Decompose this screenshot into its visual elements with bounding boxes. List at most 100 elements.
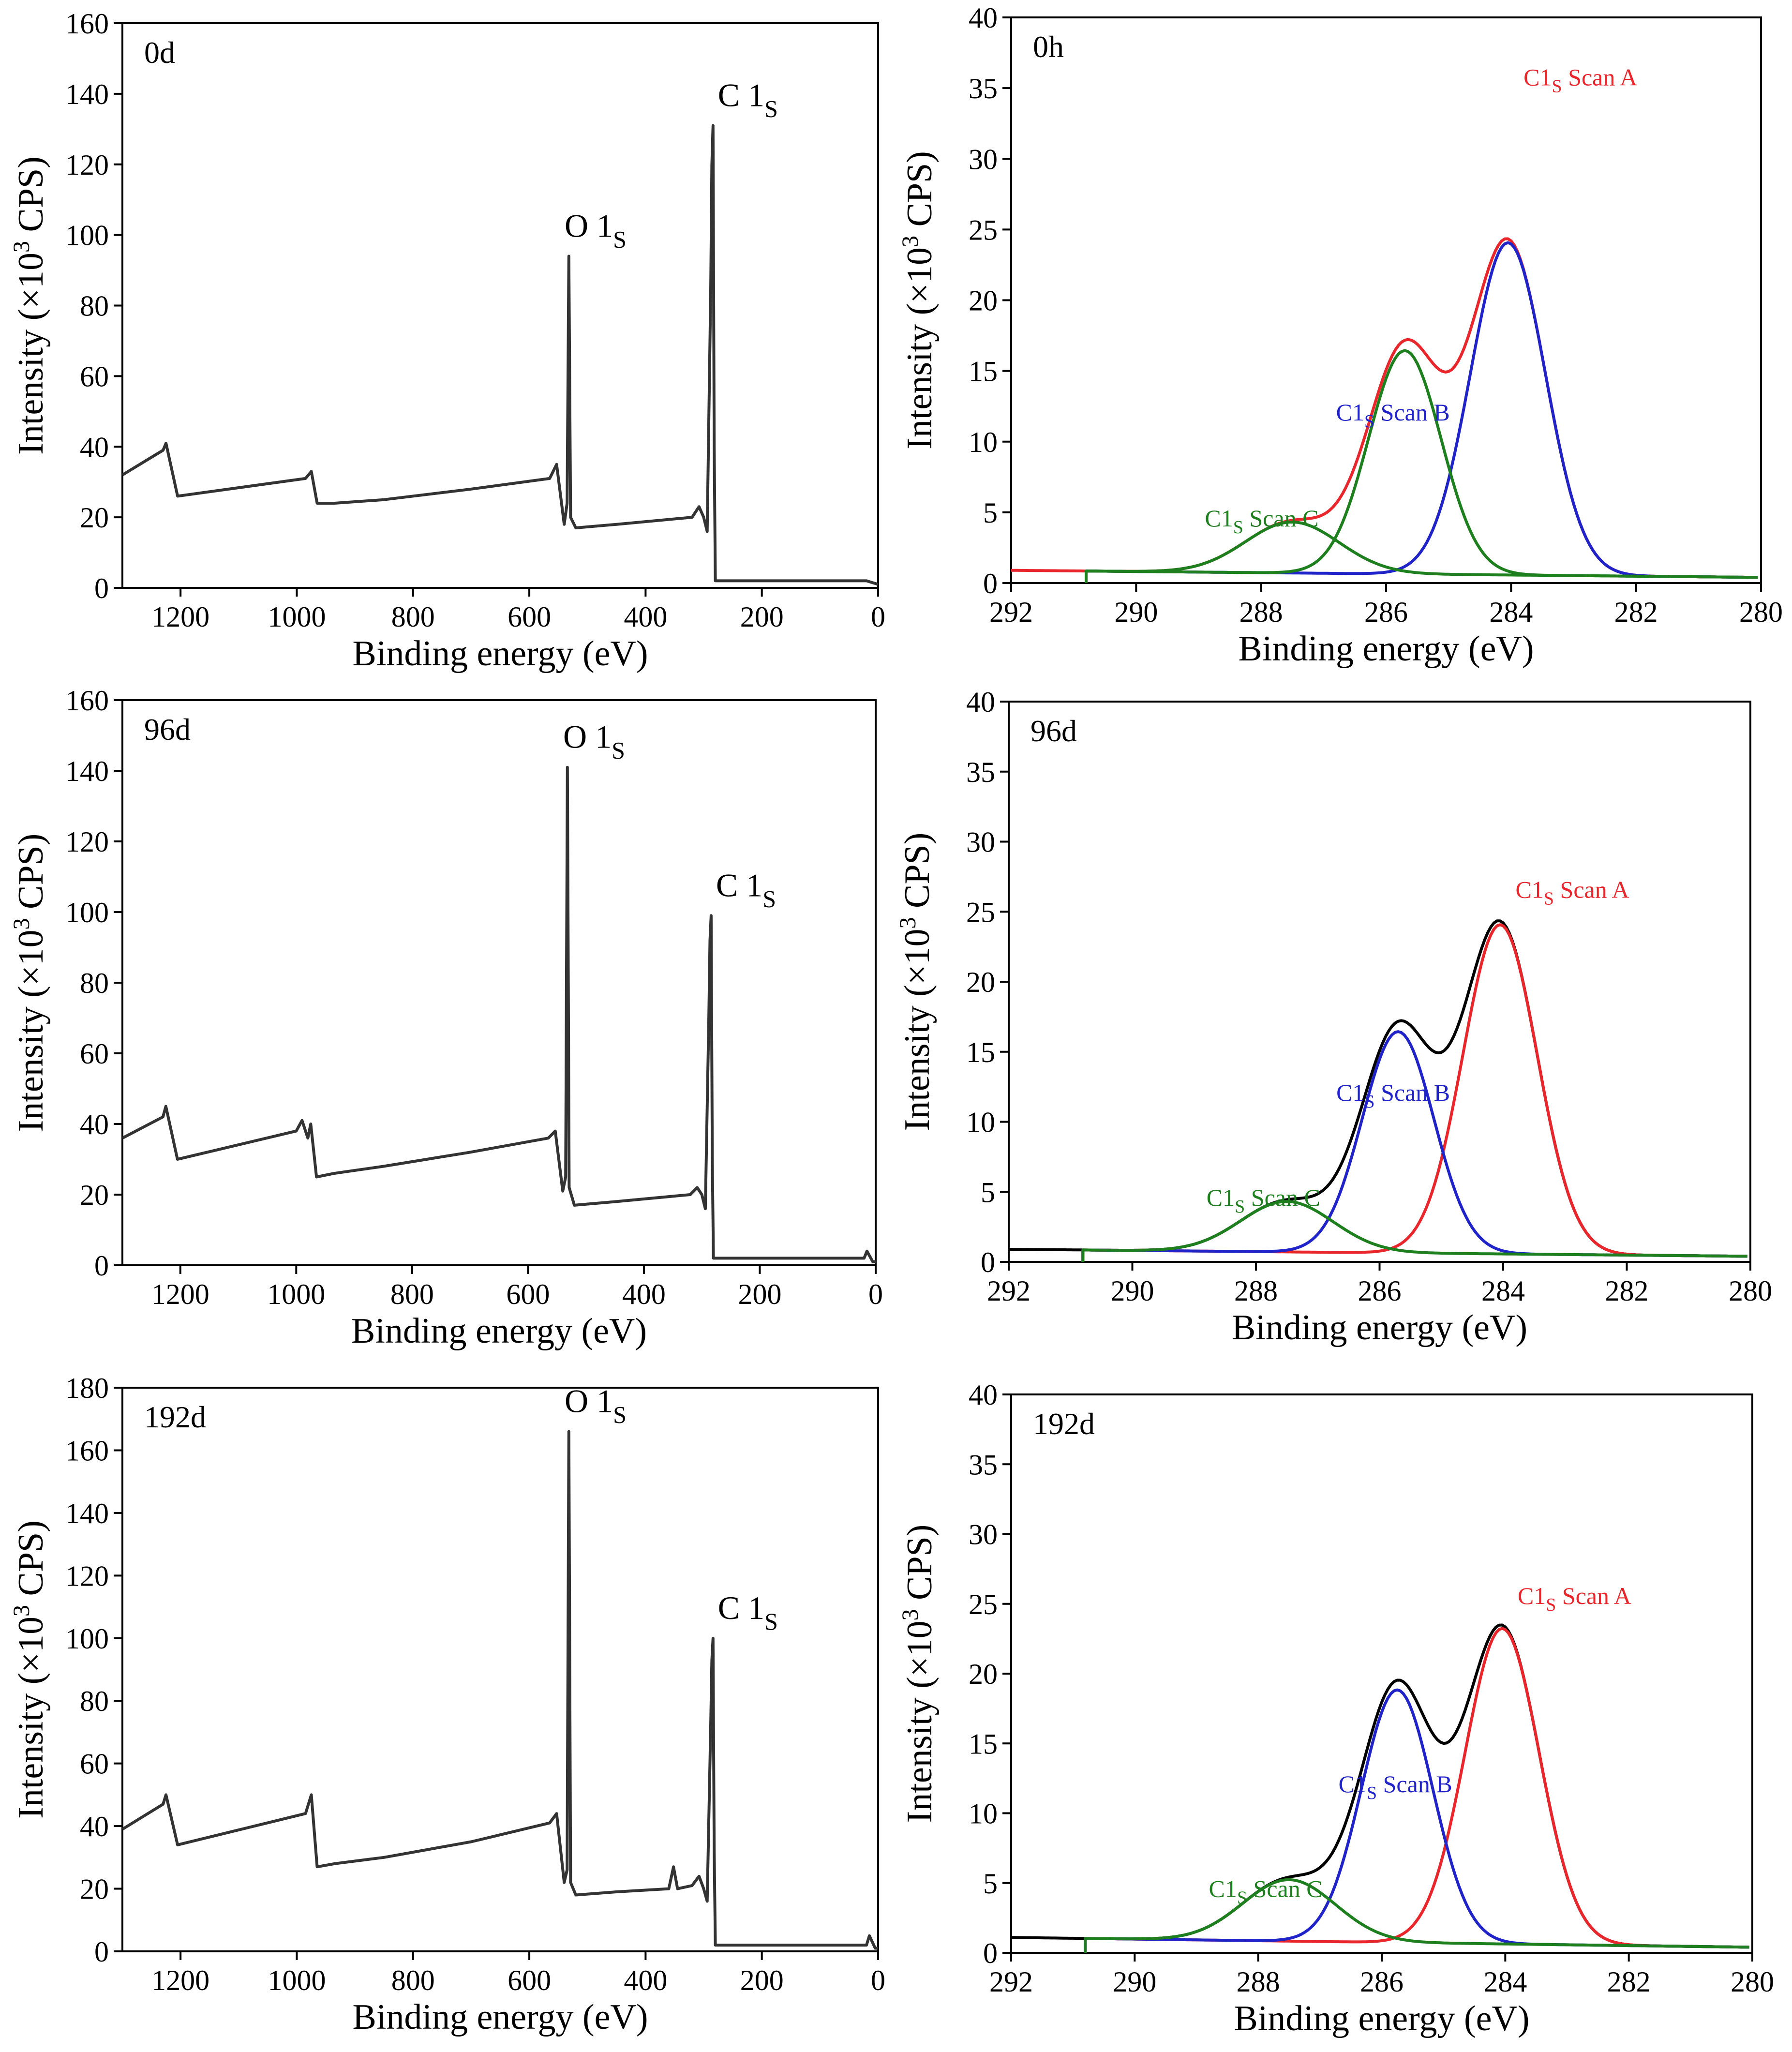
x-tick-label: 1000 <box>267 1278 325 1310</box>
x-tick-label: 1000 <box>268 601 326 633</box>
y-tick-label: 100 <box>65 897 109 929</box>
y-axis-title: Intensity (×103 CPS) <box>9 834 51 1132</box>
peak-annotation: O 1S <box>565 1383 627 1428</box>
peak-annotation: O 1S <box>563 719 625 764</box>
x-tick-label: 600 <box>508 601 551 633</box>
x-tick-label: 282 <box>1605 1275 1649 1307</box>
y-tick-label: 160 <box>65 8 109 40</box>
series-line-scan_c <box>1084 1878 1749 1953</box>
x-tick-label: 286 <box>1360 1966 1404 1998</box>
x-tick-label: 280 <box>1729 1275 1772 1307</box>
y-tick-label: 140 <box>65 78 109 110</box>
chart-panel-c1s-0h: 292 290 288 286 284 282 280 0 5 10 15 20 25 30 35 40 Bin… <box>897 2 1783 669</box>
x-tick-label: 290 <box>1114 596 1158 628</box>
panel-label: 96d <box>1030 714 1077 748</box>
y-tick-label: 60 <box>80 360 109 392</box>
x-axis-title: Binding energy (eV) <box>1238 629 1534 669</box>
peak-annotation: C 1S <box>718 1589 778 1635</box>
scan-label: C1S Scan A <box>1523 63 1637 96</box>
x-tick-label: 286 <box>1364 596 1408 628</box>
y-axis-title: Intensity (×103 CPS) <box>895 833 937 1131</box>
panel-label: 96d <box>144 712 191 747</box>
x-tick-label: 0 <box>871 1964 885 1996</box>
y-tick-label: 80 <box>80 290 109 322</box>
x-tick-label: 800 <box>391 1964 435 1996</box>
y-tick-label: 80 <box>80 1685 109 1717</box>
plot-frame <box>121 1387 879 1952</box>
y-tick-label: 20 <box>966 966 995 998</box>
y-tick-label: 40 <box>80 1811 109 1842</box>
peak-annotation: C 1S <box>718 77 778 122</box>
plot-frame <box>121 699 877 1266</box>
y-tick-label: 30 <box>966 826 995 858</box>
scan-label: C1S Scan B <box>1336 399 1450 432</box>
x-tick-label: 292 <box>989 596 1033 628</box>
x-tick-label: 290 <box>1113 1966 1156 1998</box>
x-tick-label: 1200 <box>151 1964 209 1996</box>
x-tick-label: 288 <box>1234 1275 1278 1307</box>
series-line-scan_c <box>1081 1200 1747 1262</box>
y-tick-label: 10 <box>966 1107 995 1138</box>
y-tick-label: 120 <box>65 1560 109 1592</box>
y-tick-label: 30 <box>969 143 998 175</box>
y-tick-label: 100 <box>65 1623 109 1655</box>
y-tick-label: 0 <box>983 1937 998 1969</box>
series-line-spectrum <box>122 1430 878 1950</box>
plot-frame <box>1010 1393 1753 1954</box>
y-tick-label: 15 <box>969 356 998 388</box>
y-tick-label: 0 <box>981 1246 995 1278</box>
plot-frame <box>1008 701 1751 1263</box>
x-tick-label: 200 <box>738 1278 781 1310</box>
y-axis-title: Intensity (×103 CPS) <box>897 151 940 449</box>
y-tick-label: 0 <box>94 1250 109 1282</box>
x-tick-label: 1000 <box>268 1964 326 1996</box>
y-tick-label: 20 <box>80 1873 109 1905</box>
x-tick-label: 1200 <box>151 1278 209 1310</box>
series-line-spectrum <box>122 124 878 586</box>
y-tick-label: 0 <box>94 1936 109 1968</box>
scan-label: C1S Scan C <box>1207 1184 1320 1217</box>
y-tick-label: 15 <box>969 1728 998 1760</box>
chart-panel-survey-192d: 1200 1000 800 600 400 200 0 0 20 40 60 80 100 120 140 1… <box>9 1372 885 2037</box>
y-tick-label: 35 <box>969 1449 998 1481</box>
y-tick-label: 120 <box>65 826 109 858</box>
y-tick-label: 20 <box>80 502 109 534</box>
y-tick-label: 60 <box>80 1038 109 1070</box>
y-tick-label: 35 <box>969 73 998 105</box>
x-tick-label: 288 <box>1237 1966 1280 1998</box>
y-tick-label: 160 <box>65 685 109 717</box>
scan-label: C1S Scan C <box>1209 1875 1323 1908</box>
x-tick-label: 200 <box>740 1964 784 1996</box>
y-tick-label: 140 <box>65 1498 109 1529</box>
peak-annotation: C 1S <box>716 867 776 912</box>
y-axis-title: Intensity (×103 CPS) <box>9 156 51 455</box>
y-tick-label: 5 <box>981 1176 995 1208</box>
panel-label: 0h <box>1033 30 1064 64</box>
x-tick-label: 800 <box>390 1278 434 1310</box>
y-tick-label: 80 <box>80 967 109 999</box>
y-tick-label: 20 <box>80 1179 109 1211</box>
scan-label: C1S Scan A <box>1518 1582 1631 1615</box>
y-tick-label: 25 <box>969 1588 998 1620</box>
y-tick-label: 60 <box>80 1748 109 1780</box>
x-tick-label: 400 <box>622 1278 666 1310</box>
x-tick-label: 284 <box>1481 1275 1525 1307</box>
y-tick-label: 100 <box>65 220 109 252</box>
plot-frame <box>1010 16 1762 584</box>
x-tick-label: 290 <box>1111 1275 1154 1307</box>
x-tick-label: 282 <box>1614 596 1658 628</box>
y-tick-label: 30 <box>969 1519 998 1551</box>
series-line-scan_c <box>1085 521 1758 583</box>
chart-panel-survey-96d: 1200 1000 800 600 400 200 0 0 20 40 60 80 100 120 140 1… <box>9 685 883 1351</box>
chart-panel-c1s-96d: 292 290 288 286 284 282 280 0 5 10 15 20 25 30 35 40 Bin… <box>895 686 1772 1348</box>
x-axis-title: Binding energy (eV) <box>1232 1308 1527 1348</box>
x-tick-label: 284 <box>1489 596 1533 628</box>
x-tick-label: 284 <box>1483 1966 1527 1998</box>
series-line-scan_b <box>1084 1688 1749 1953</box>
x-tick-label: 1200 <box>151 601 209 633</box>
x-axis-title: Binding energy (eV) <box>351 1311 647 1351</box>
y-tick-label: 20 <box>969 1658 998 1690</box>
x-tick-label: 280 <box>1739 596 1783 628</box>
x-axis-title: Binding energy (eV) <box>1234 1999 1529 2038</box>
